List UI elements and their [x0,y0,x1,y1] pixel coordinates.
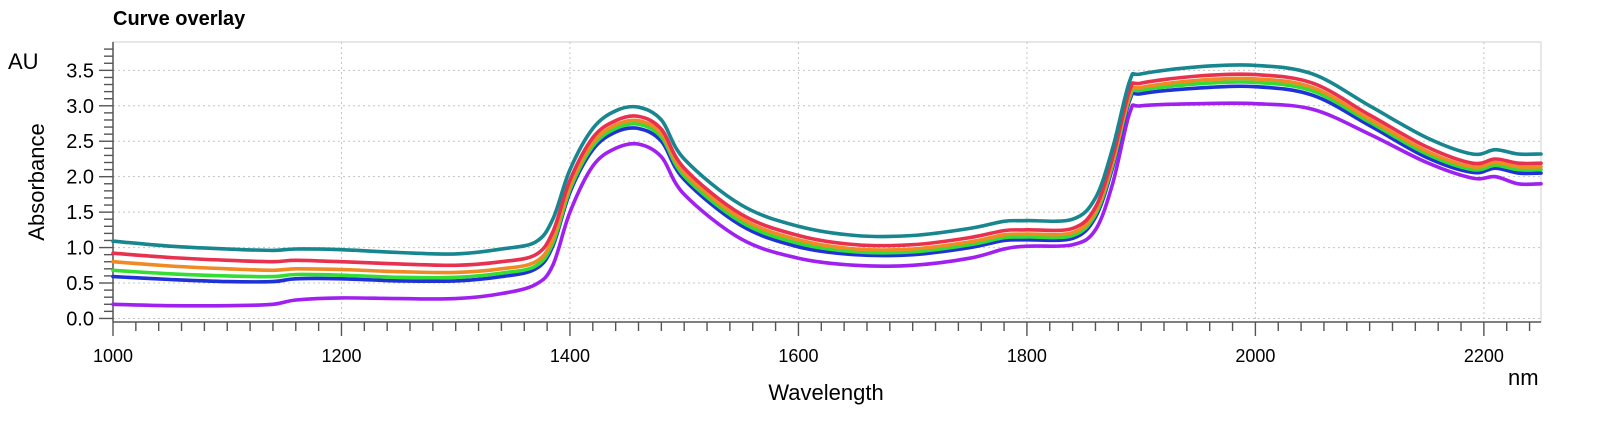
series-lines [111,63,1543,308]
y-tick-label: 2.0 [66,167,94,189]
y-axis-unit: AU [8,49,39,74]
x-tick-label: 1400 [550,346,590,366]
series-line-curve-6[interactable] [111,101,1543,308]
x-axis-label: Wavelength [768,380,883,405]
y-tick-label: 1.0 [66,238,94,260]
y-axis-label: Absorbance [24,123,49,240]
x-tick-label: 1800 [1007,346,1047,366]
series-line-curve-1[interactable] [111,63,1543,256]
x-tick-label: 2200 [1464,346,1504,366]
series-line-curve-3[interactable] [111,76,1543,275]
y-tick-label: 2.5 [66,131,94,153]
y-tick-label: 1.5 [66,202,94,224]
y-tick-label: 3.0 [66,96,94,118]
chart-title: Curve overlay [113,8,246,30]
axes: 1000 1200 1400 1600 1800 2000 2200 0.0 0.5 1.0 1.5… [66,42,1541,366]
series-line-curve-4[interactable] [111,80,1543,280]
series-line-curve-2[interactable] [111,72,1543,268]
y-tick-label: 0.0 [66,308,94,330]
x-tick-label: 1200 [321,346,361,366]
x-tick-label: 2000 [1235,346,1275,366]
x-tick-label: 1000 [93,346,133,366]
y-tick-label: 3.5 [66,60,94,82]
x-axis-unit: nm [1508,365,1539,390]
y-tick-label: 0.5 [66,273,94,295]
x-tick-label: 1600 [778,346,818,366]
series-line-curve-5[interactable] [111,84,1543,284]
